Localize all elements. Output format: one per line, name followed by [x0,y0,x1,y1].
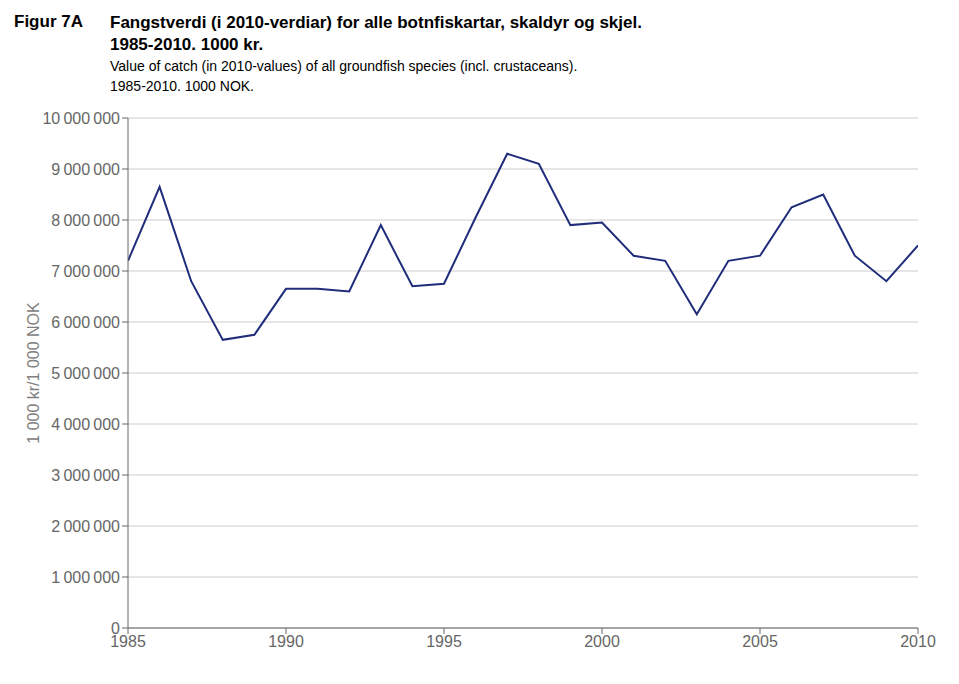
svg-text:1990: 1990 [268,633,304,650]
svg-text:4 000 000: 4 000 000 [51,416,120,433]
svg-text:2 000 000: 2 000 000 [51,518,120,535]
svg-text:3 000 000: 3 000 000 [51,467,120,484]
svg-text:9 000 000: 9 000 000 [51,161,120,178]
svg-text:1995: 1995 [426,633,462,650]
html-text:Figur 7A: Figur 7A [14,12,83,31]
svg-text:2000: 2000 [584,633,620,650]
html-text:1985-2010. 1000 NOK.: 1985-2010. 1000 NOK. [110,78,254,94]
html-text:Fangstverdi (i 2010-verdiar) f: Fangstverdi (i 2010-verdiar) for alle bo… [110,13,642,32]
svg-text:1985: 1985 [110,633,146,651]
html-text:Value of catch (in 2010-values: Value of catch (in 2010-values) of all g… [110,58,578,74]
svg-text:10 000 000: 10 000 000 [42,110,120,127]
svg-text:1 000 kr/1 000 NOK: 1 000 kr/1 000 NOK [25,302,42,444]
svg-text:2005: 2005 [742,633,778,650]
svg-text:6 000 000: 6 000 000 [51,314,120,331]
html-text:1985-2010. 1000 kr.: 1985-2010. 1000 kr. [110,35,264,54]
svg-text:8 000 000: 8 000 000 [51,212,120,229]
svg-text:5 000 000: 5 000 000 [51,365,120,382]
svg-text:0: 0 [111,620,120,637]
svg-text:2010: 2010 [900,633,936,650]
svg-text:7 000 000: 7 000 000 [51,263,120,280]
svg-text:1 000 000: 1 000 000 [51,569,120,586]
